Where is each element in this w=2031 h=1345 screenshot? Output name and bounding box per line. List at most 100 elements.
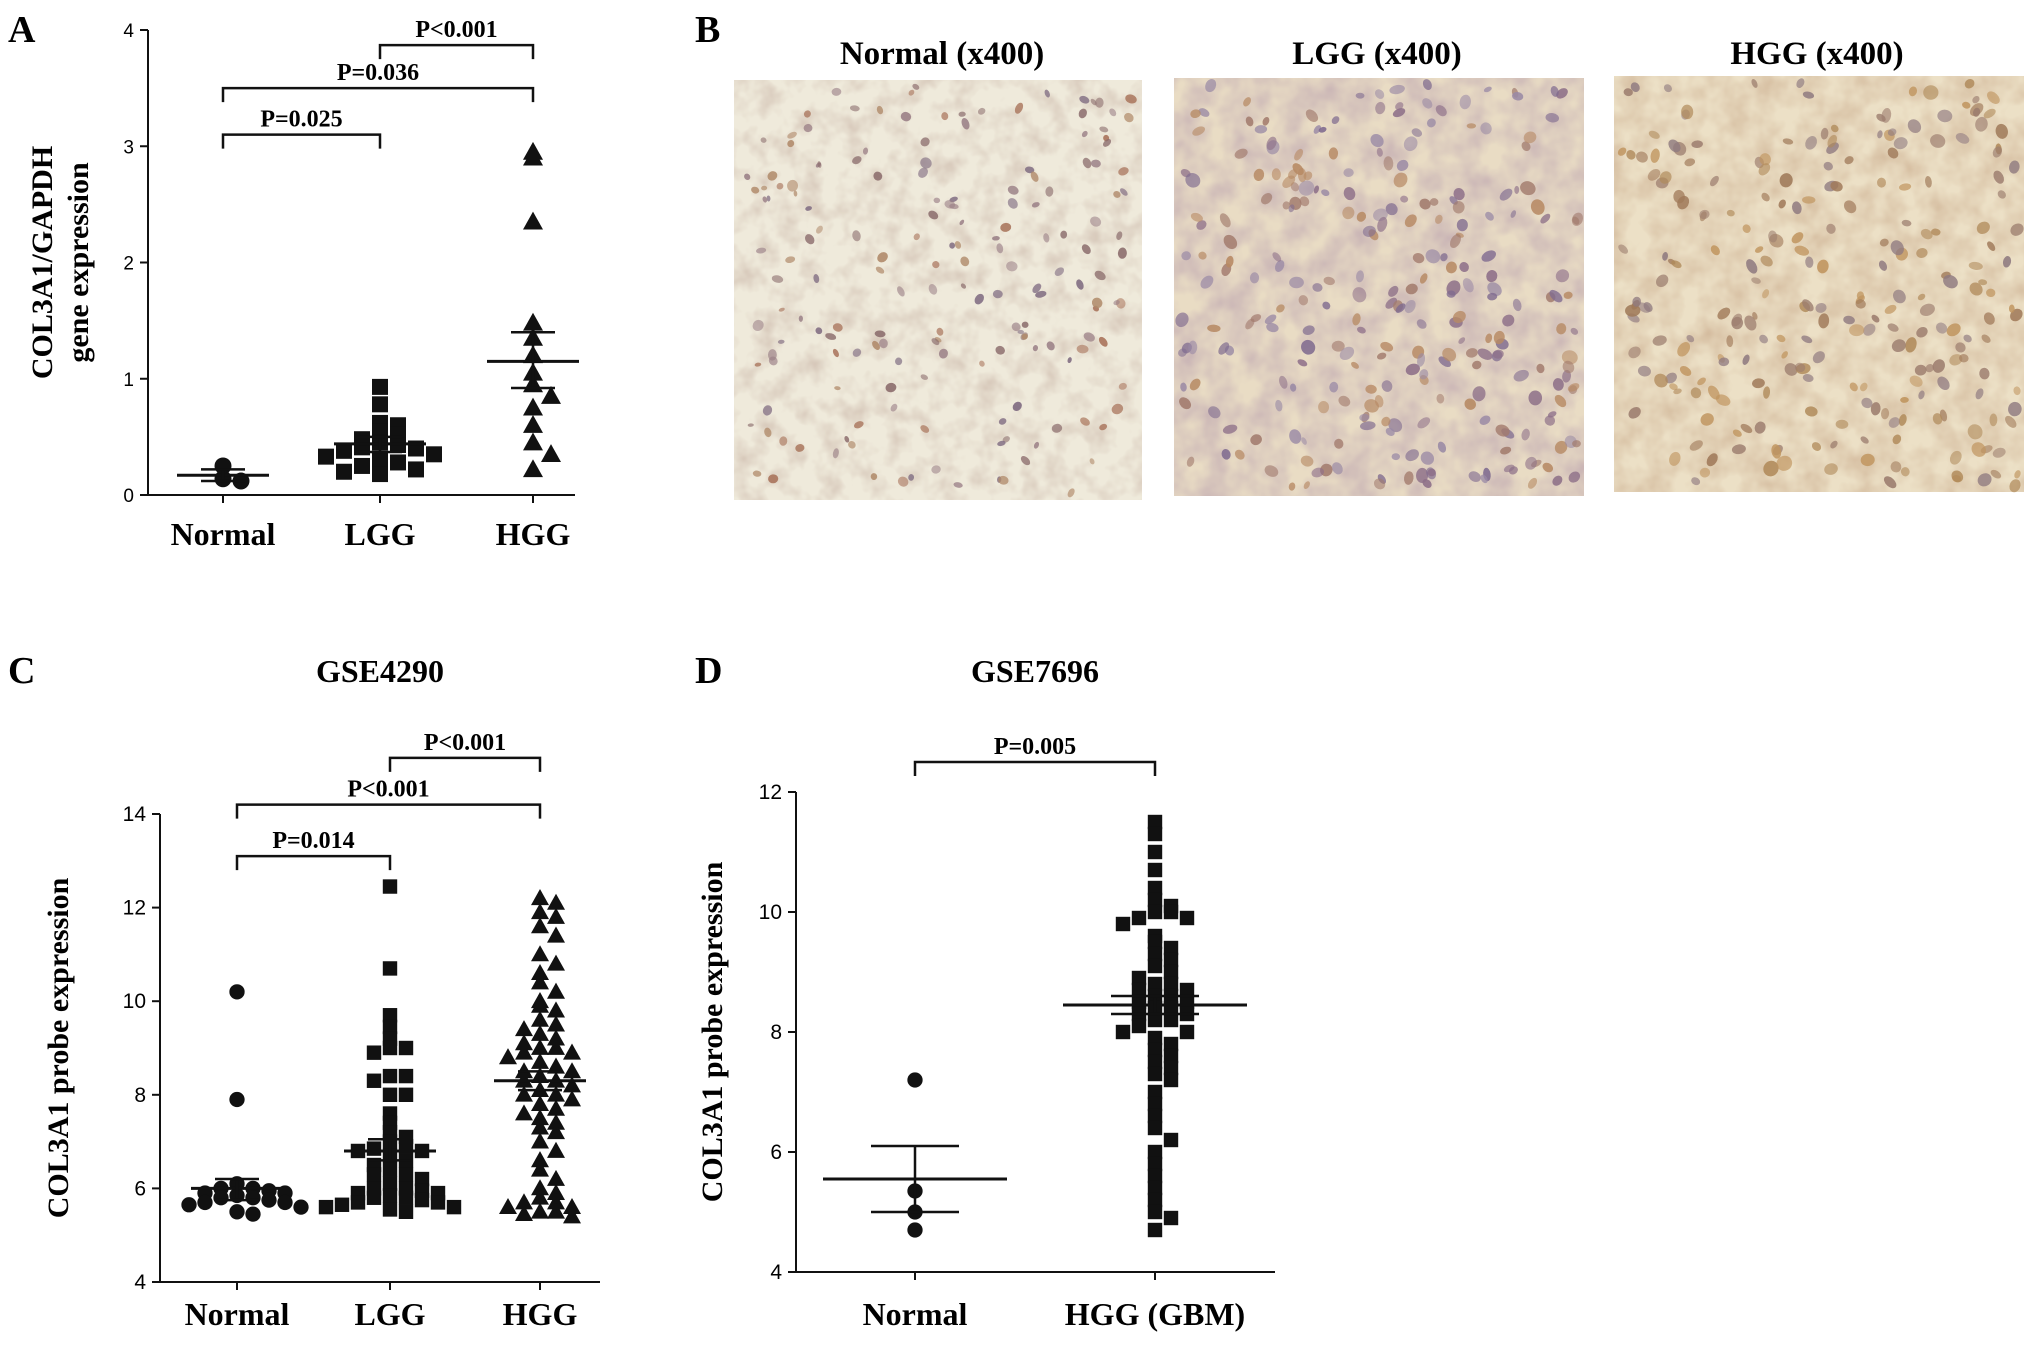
stained-nucleus xyxy=(1380,341,1394,352)
stained-nucleus xyxy=(1554,394,1567,408)
stained-nucleus xyxy=(977,107,986,115)
stained-nucleus xyxy=(744,173,751,181)
stained-nucleus xyxy=(1542,462,1554,473)
stained-nucleus xyxy=(1343,187,1356,201)
stained-nucleus xyxy=(1024,166,1035,174)
stained-nucleus xyxy=(1067,488,1075,498)
stained-nucleus xyxy=(1479,415,1491,425)
stained-nucleus xyxy=(1554,440,1568,454)
stained-nucleus xyxy=(1893,137,1908,150)
stained-nucleus xyxy=(1567,383,1580,392)
stained-nucleus xyxy=(1955,133,1970,144)
stained-nucleus xyxy=(1412,253,1425,264)
stained-nucleus xyxy=(1802,91,1815,99)
stained-nucleus xyxy=(1374,89,1385,99)
stained-nucleus xyxy=(798,315,803,322)
stained-nucleus xyxy=(764,427,772,438)
stained-nucleus xyxy=(974,293,984,305)
stained-nucleus xyxy=(992,289,1003,299)
data-point xyxy=(1163,940,1179,956)
x-category-label: Normal xyxy=(185,1296,290,1332)
data-point xyxy=(1163,1036,1179,1052)
stained-nucleus xyxy=(1102,138,1112,147)
stained-nucleus xyxy=(1508,466,1518,475)
stained-nucleus xyxy=(1781,351,1788,359)
stained-nucleus xyxy=(1198,108,1210,117)
stained-nucleus xyxy=(1076,279,1084,290)
stained-nucleus xyxy=(1835,419,1849,429)
panel-letter-c: C xyxy=(8,650,35,692)
data-point xyxy=(547,893,565,910)
stained-nucleus xyxy=(1017,329,1024,334)
stained-nucleus xyxy=(1860,436,1869,444)
stained-nucleus xyxy=(1962,101,1971,109)
stained-nucleus xyxy=(1081,244,1091,255)
stained-nucleus xyxy=(1849,382,1858,392)
panel-letter-a: A xyxy=(8,9,36,51)
stained-nucleus xyxy=(1459,94,1471,110)
y-tick-label: 12 xyxy=(759,781,782,804)
stained-nucleus xyxy=(767,349,777,361)
stained-nucleus xyxy=(920,374,929,380)
stained-nucleus xyxy=(752,470,762,477)
stained-nucleus xyxy=(1919,303,1935,317)
stained-nucleus xyxy=(1035,290,1047,298)
stained-nucleus xyxy=(2014,470,2021,479)
stained-nucleus xyxy=(1568,471,1581,483)
data-point xyxy=(390,454,406,471)
data-point xyxy=(523,147,543,166)
data-point xyxy=(354,457,370,474)
stained-nucleus xyxy=(817,161,822,168)
stained-nucleus xyxy=(787,140,795,148)
data-point xyxy=(523,459,543,478)
stained-nucleus xyxy=(1339,346,1355,360)
stained-nucleus xyxy=(1521,141,1531,152)
stained-nucleus xyxy=(1626,150,1636,160)
stained-nucleus xyxy=(1338,395,1351,407)
stained-nucleus xyxy=(1179,397,1192,410)
stained-nucleus xyxy=(1090,159,1101,168)
stained-nucleus xyxy=(1200,275,1214,289)
stained-nucleus xyxy=(2008,304,2015,313)
stained-nucleus xyxy=(1011,322,1021,332)
stained-nucleus xyxy=(1403,136,1418,152)
data-point xyxy=(430,1195,446,1210)
x-category-label: Normal xyxy=(171,516,276,552)
stained-nucleus xyxy=(1972,95,1980,104)
stained-nucleus xyxy=(1099,423,1108,431)
data-point xyxy=(1147,1222,1163,1238)
stained-nucleus xyxy=(1802,196,1816,204)
stained-nucleus xyxy=(1243,97,1251,107)
stained-nucleus xyxy=(1987,91,2000,104)
stained-nucleus xyxy=(1983,312,1995,325)
stained-nucleus xyxy=(1891,339,1906,353)
data-point xyxy=(336,442,352,459)
stained-nucleus xyxy=(1697,377,1706,386)
stained-nucleus xyxy=(1547,411,1557,418)
data-point xyxy=(563,1207,581,1224)
data-point xyxy=(531,973,549,990)
chart-c: 4 6 8 10 12 14 Normal LGG HGG COL3A1 probe expres… xyxy=(42,653,600,1332)
stained-nucleus xyxy=(1116,231,1123,241)
data-point xyxy=(1147,934,1163,950)
stained-nucleus xyxy=(1434,214,1443,224)
stained-nucleus xyxy=(1404,214,1417,228)
stained-nucleus xyxy=(1076,344,1089,354)
stained-nucleus xyxy=(1374,395,1384,408)
stained-nucleus xyxy=(1677,342,1691,357)
data-point xyxy=(531,963,549,981)
stained-nucleus xyxy=(1909,375,1923,387)
stained-nucleus xyxy=(1916,327,1928,338)
stained-nucleus xyxy=(1051,423,1063,433)
stained-nucleus xyxy=(1207,324,1221,333)
stained-nucleus xyxy=(771,275,784,283)
stained-nucleus xyxy=(1572,440,1581,448)
stained-nucleus xyxy=(2009,160,2020,174)
ihc-title-lgg: LGG (x400) xyxy=(1292,36,1462,72)
stained-nucleus xyxy=(1830,440,1838,449)
stained-nucleus xyxy=(1045,186,1054,197)
stained-nucleus xyxy=(1305,109,1319,122)
stained-nucleus xyxy=(1118,382,1127,390)
stained-nucleus xyxy=(1312,283,1323,292)
stained-nucleus xyxy=(1419,273,1428,284)
